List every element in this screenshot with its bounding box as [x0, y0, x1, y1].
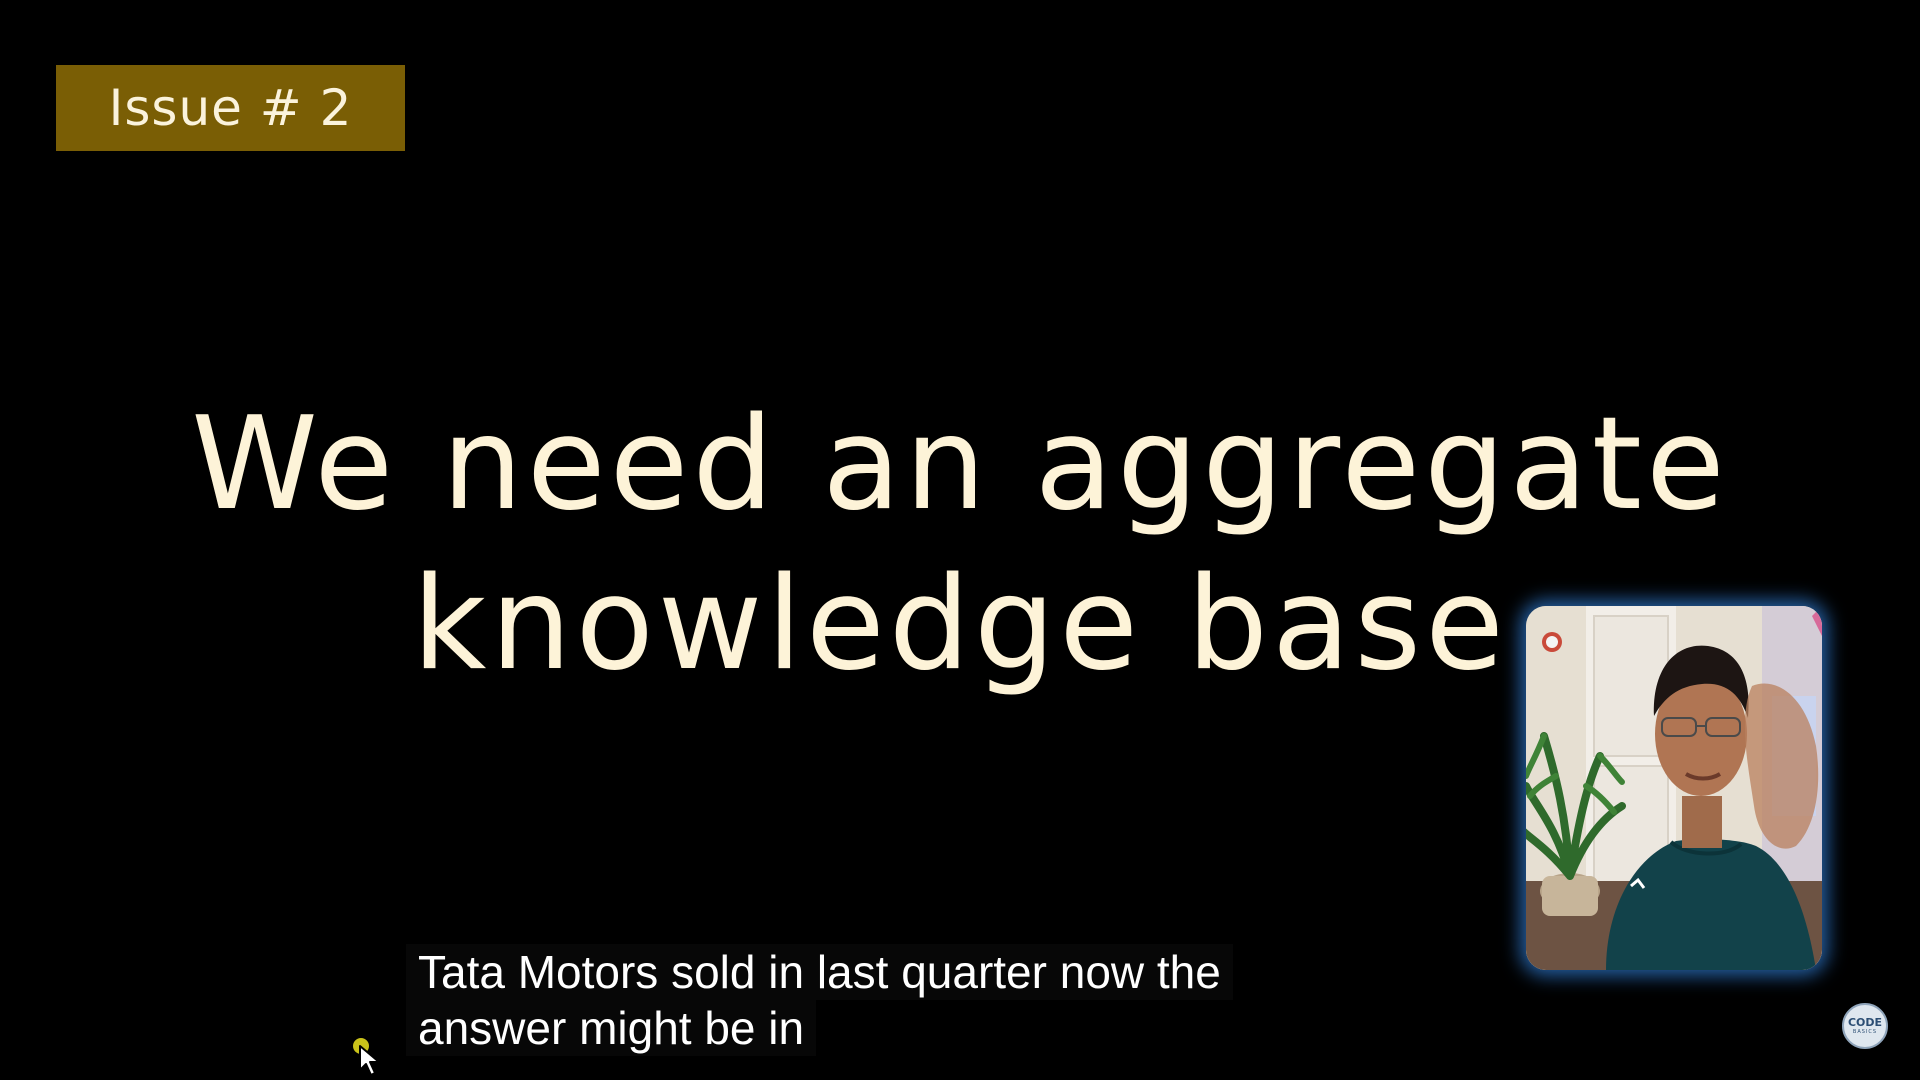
headline-line-2: knowledge base [412, 550, 1508, 699]
headline-line-1: We need an aggregate [191, 390, 1729, 539]
caption-line-1: Tata Motors sold in last quarter now the [406, 944, 1233, 1000]
caption-overlay: Tata Motors sold in last quarter now the… [406, 944, 1666, 1056]
presenter-image [1526, 606, 1822, 970]
arrow-pointer-icon [359, 1045, 380, 1076]
caption-line-2: answer might be in [406, 1000, 817, 1056]
issue-badge: Issue # 2 [56, 65, 405, 151]
presenter-webcam [1526, 606, 1822, 970]
channel-logo[interactable]: CODE BASICS [1842, 1003, 1888, 1049]
slide-headline: We need an aggregate knowledge base [160, 385, 1760, 705]
issue-badge-label: Issue # 2 [108, 79, 353, 137]
channel-logo-subtext: BASICS [1852, 1029, 1878, 1035]
channel-logo-text: CODE [1847, 1016, 1883, 1029]
